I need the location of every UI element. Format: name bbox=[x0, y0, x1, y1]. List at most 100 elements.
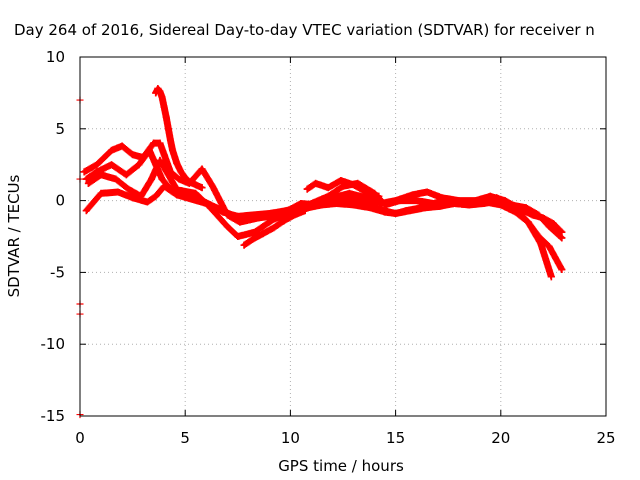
data-point bbox=[97, 189, 105, 197]
data-point bbox=[82, 175, 90, 183]
data-point bbox=[122, 171, 130, 179]
data-point bbox=[198, 184, 206, 192]
data-point bbox=[164, 171, 172, 179]
data-point bbox=[169, 146, 177, 154]
data-point bbox=[451, 199, 459, 207]
data-point bbox=[259, 230, 267, 238]
data-point bbox=[175, 175, 183, 183]
data-point bbox=[350, 201, 358, 209]
data-point bbox=[156, 87, 164, 95]
y-tick-label: -15 bbox=[41, 407, 66, 425]
data-point bbox=[160, 182, 168, 190]
data-point bbox=[129, 151, 137, 159]
plot-frame bbox=[79, 56, 607, 417]
data-point bbox=[350, 181, 358, 189]
x-tick-label: 15 bbox=[386, 429, 405, 447]
data-point bbox=[173, 191, 181, 199]
data-point bbox=[270, 224, 278, 232]
data-point bbox=[198, 165, 206, 173]
chart-title: Day 264 of 2016, Sidereal Day-to-day VTE… bbox=[14, 21, 595, 39]
data-point bbox=[465, 201, 473, 209]
data-point bbox=[549, 220, 557, 228]
data-point bbox=[118, 142, 126, 150]
data-point bbox=[301, 207, 309, 215]
data-point bbox=[80, 168, 88, 176]
data-point bbox=[324, 192, 332, 200]
data-point bbox=[108, 161, 116, 169]
data-point bbox=[202, 199, 210, 207]
data-point bbox=[337, 176, 345, 184]
data-point bbox=[152, 89, 160, 97]
data-point bbox=[480, 199, 488, 207]
data-point bbox=[166, 136, 174, 144]
data-point bbox=[82, 207, 90, 215]
data-point bbox=[160, 103, 168, 111]
y-axis-label: SDTVAR / TECUs bbox=[5, 174, 23, 297]
data-point bbox=[158, 93, 166, 101]
data-point bbox=[112, 175, 120, 183]
data-point bbox=[114, 188, 122, 196]
data-point bbox=[421, 204, 429, 212]
data-point bbox=[324, 184, 332, 192]
data-point bbox=[282, 207, 290, 215]
series-track-f bbox=[240, 207, 309, 249]
data-point bbox=[97, 171, 105, 179]
data-point bbox=[249, 235, 257, 243]
data-point bbox=[234, 233, 242, 240]
series-track-g bbox=[303, 176, 383, 200]
data-point bbox=[545, 243, 553, 251]
data-point bbox=[219, 208, 227, 216]
x-tick-label: 10 bbox=[281, 429, 300, 447]
data-point bbox=[312, 179, 320, 187]
data-point bbox=[234, 212, 242, 220]
data-point bbox=[173, 159, 181, 167]
data-point bbox=[360, 197, 368, 205]
data-point bbox=[84, 179, 92, 187]
data-point bbox=[297, 202, 305, 210]
x-tick-label: 20 bbox=[491, 429, 510, 447]
x-tick-label: 0 bbox=[75, 429, 85, 447]
data-point bbox=[280, 217, 288, 225]
data-point bbox=[312, 199, 320, 207]
data-point bbox=[512, 205, 520, 213]
data-series bbox=[76, 85, 566, 419]
data-point bbox=[375, 192, 383, 200]
data-point bbox=[396, 197, 404, 205]
ticks: 0 5 10 15 20 25 -15 -10 -5 0 5 10 bbox=[41, 48, 616, 447]
data-point bbox=[160, 151, 168, 159]
data-point bbox=[108, 146, 116, 154]
data-point bbox=[558, 234, 566, 242]
x-tick-label: 5 bbox=[180, 429, 190, 447]
data-point bbox=[162, 113, 170, 121]
data-point bbox=[177, 168, 185, 176]
y-tick-label: 0 bbox=[55, 192, 65, 210]
data-point bbox=[558, 266, 566, 274]
data-point bbox=[328, 198, 336, 206]
data-point bbox=[156, 139, 164, 147]
data-point bbox=[522, 204, 530, 212]
data-point bbox=[181, 174, 189, 182]
data-point bbox=[345, 194, 353, 202]
data-point bbox=[148, 175, 156, 183]
data-point bbox=[135, 161, 143, 169]
data-point bbox=[150, 139, 158, 147]
data-point bbox=[545, 222, 553, 230]
data-point bbox=[93, 161, 101, 169]
data-point bbox=[145, 146, 153, 154]
y-tick-label: 5 bbox=[55, 120, 65, 138]
data-point bbox=[158, 175, 166, 183]
data-point bbox=[291, 211, 299, 219]
data-point bbox=[156, 156, 164, 164]
data-point bbox=[413, 197, 421, 205]
data-point bbox=[303, 185, 311, 193]
data-point bbox=[265, 210, 273, 218]
data-point bbox=[375, 205, 383, 213]
data-point bbox=[223, 222, 231, 230]
data-point bbox=[362, 188, 370, 196]
data-point bbox=[124, 185, 132, 193]
data-point bbox=[436, 202, 444, 210]
series-track-d bbox=[82, 182, 555, 281]
data-point bbox=[143, 198, 151, 206]
